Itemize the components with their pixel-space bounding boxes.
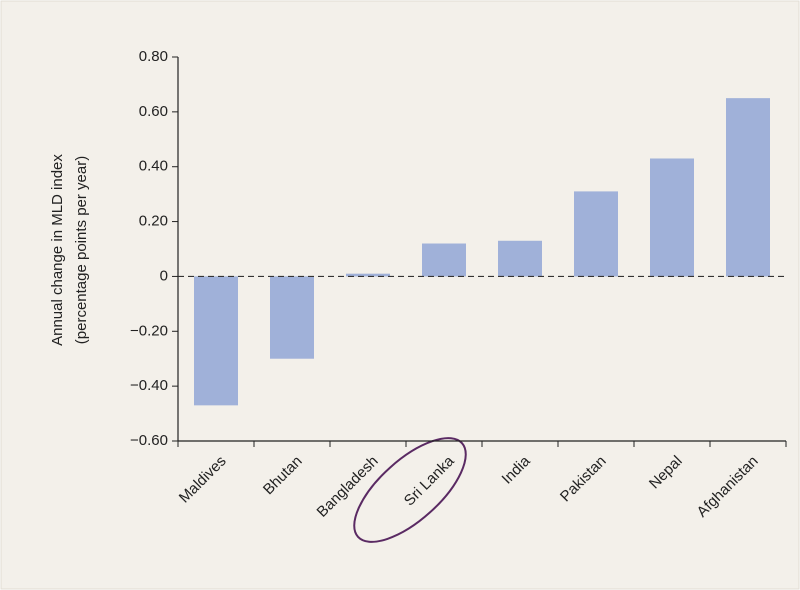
y-tick-label: 0.20 — [139, 213, 168, 230]
bar — [650, 158, 694, 277]
bar — [270, 276, 314, 359]
y-tick-label: 0.80 — [139, 48, 168, 65]
y-tick-label: −0.40 — [130, 377, 168, 394]
y-axis-label: (percentage points per year) — [73, 156, 90, 344]
bar — [726, 98, 770, 277]
y-tick-label: 0.60 — [139, 103, 168, 120]
highlight-ellipse — [353, 437, 467, 543]
y-tick-label: 0 — [160, 267, 168, 284]
y-tick-label: −0.20 — [130, 322, 168, 339]
bar — [422, 243, 466, 277]
bar — [574, 191, 618, 277]
y-axis-label: Annual change in MLD index — [49, 154, 66, 346]
y-tick-label: 0.40 — [139, 158, 168, 175]
bar — [194, 276, 238, 406]
bar — [498, 240, 542, 277]
y-tick-label: −0.60 — [130, 432, 168, 449]
bar — [346, 273, 390, 277]
